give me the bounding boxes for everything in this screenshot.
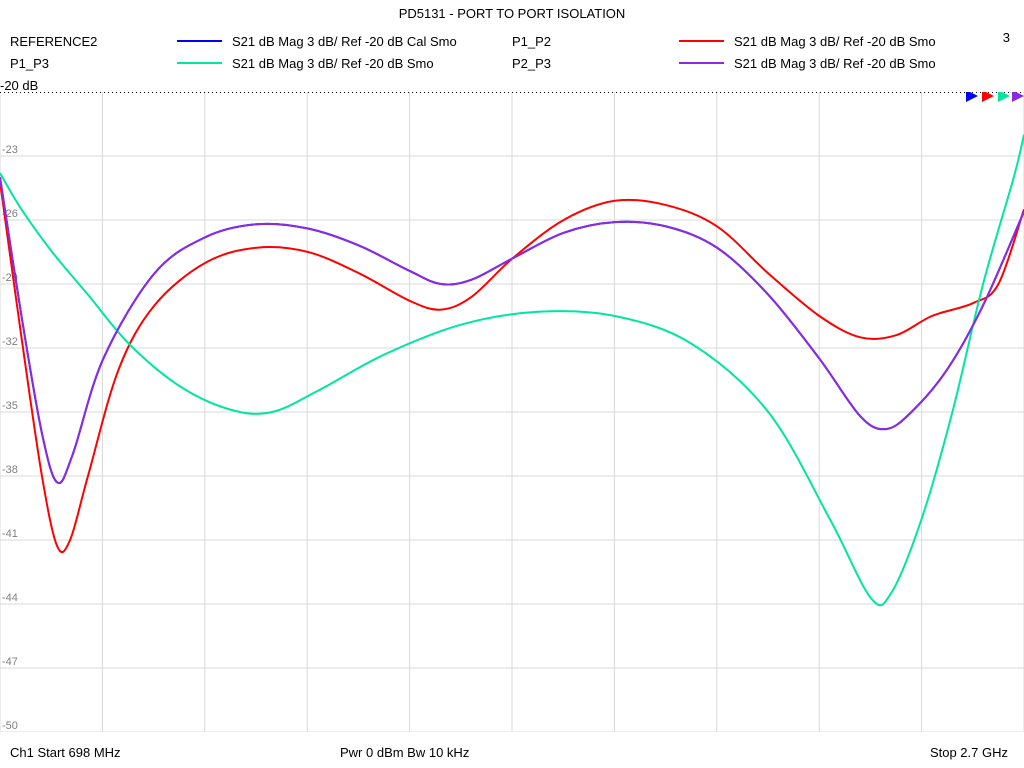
legend-name: P2_P3 [512, 56, 607, 71]
legend: REFERENCE2 S21 dB Mag 3 dB/ Ref -20 dB C… [10, 30, 1014, 74]
legend-swatch [679, 62, 724, 64]
legend-name: P1_P3 [10, 56, 105, 71]
x-start-label: Ch1 Start 698 MHz [10, 745, 340, 760]
legend-desc: S21 dB Mag 3 dB/ Ref -20 dB Smo [232, 56, 512, 71]
isolation-chart: -23-26-29-32-35-38-41-44-47-50 [0, 92, 1024, 732]
svg-text:-35: -35 [2, 400, 18, 412]
svg-text:-50: -50 [2, 720, 18, 732]
legend-desc: S21 dB Mag 3 dB/ Ref -20 dB Smo [734, 56, 1014, 71]
legend-desc: S21 dB Mag 3 dB/ Ref -20 dB Smo [734, 34, 1014, 49]
x-axis-footer: Ch1 Start 698 MHz Pwr 0 dBm Bw 10 kHz St… [10, 745, 1014, 760]
svg-text:-44: -44 [2, 592, 18, 604]
legend-name: P1_P2 [512, 34, 607, 49]
chart-title: PD5131 - PORT TO PORT ISOLATION [0, 6, 1024, 21]
svg-text:-41: -41 [2, 528, 18, 540]
svg-text:-23: -23 [2, 144, 18, 156]
svg-text:-47: -47 [2, 656, 18, 668]
legend-name: REFERENCE2 [10, 34, 105, 49]
sweep-settings: Pwr 0 dBm Bw 10 kHz [340, 745, 680, 760]
y-reference-label: -20 dB [0, 78, 38, 93]
x-stop-label: Stop 2.7 GHz [680, 745, 1014, 760]
legend-swatch [177, 40, 222, 42]
page-number: 3 [1003, 30, 1010, 45]
legend-desc: S21 dB Mag 3 dB/ Ref -20 dB Cal Smo [232, 34, 512, 49]
legend-swatch [679, 40, 724, 42]
legend-swatch [177, 62, 222, 64]
svg-text:-38: -38 [2, 464, 18, 476]
svg-text:-32: -32 [2, 336, 18, 348]
